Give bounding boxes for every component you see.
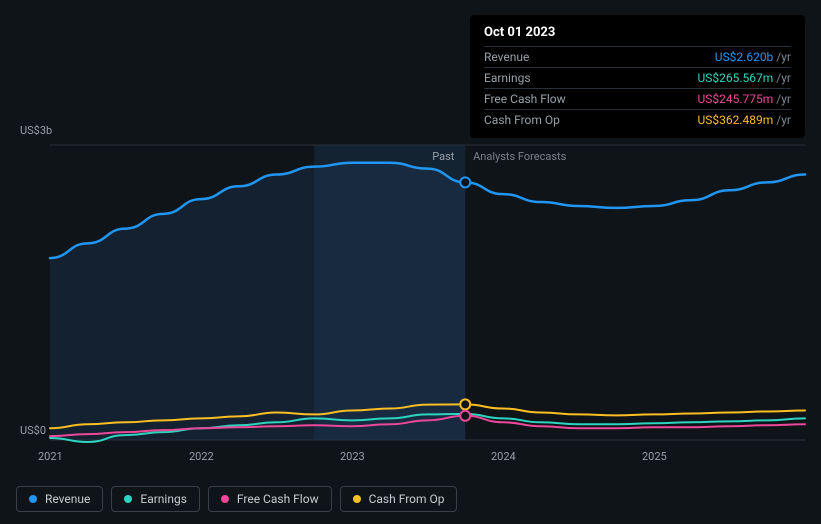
tooltip-row-value: US$362.489m/yr bbox=[697, 113, 791, 127]
past-label: Past bbox=[432, 150, 454, 163]
legend: Revenue Earnings Free Cash Flow Cash From O… bbox=[16, 486, 457, 512]
legend-label: Cash From Op bbox=[369, 492, 445, 506]
legend-label: Free Cash Flow bbox=[237, 492, 319, 506]
x-axis-labels: 20212022202320242025 bbox=[50, 450, 805, 470]
tooltip-row: Free Cash Flow US$245.775m/yr bbox=[484, 88, 791, 109]
y-tick-label: US$3b bbox=[20, 124, 52, 137]
x-tick-label: 2023 bbox=[340, 450, 365, 463]
legend-item[interactable]: Cash From Op bbox=[340, 486, 458, 512]
legend-item[interactable]: Revenue bbox=[16, 486, 103, 512]
x-tick-label: 2024 bbox=[491, 450, 516, 463]
legend-label: Revenue bbox=[45, 492, 90, 506]
y-tick-label: US$0 bbox=[20, 424, 46, 437]
legend-dot-icon bbox=[29, 495, 37, 503]
legend-item[interactable]: Earnings bbox=[111, 486, 200, 512]
past-forecast-divider: Past Analysts Forecasts bbox=[432, 150, 566, 163]
tooltip-row: Cash From Op US$362.489m/yr bbox=[484, 109, 791, 130]
tooltip-row-value: US$245.775m/yr bbox=[697, 92, 791, 106]
legend-dot-icon bbox=[353, 495, 361, 503]
x-tick-label: 2022 bbox=[189, 450, 214, 463]
tooltip-title: Oct 01 2023 bbox=[484, 25, 791, 40]
tooltip: Oct 01 2023 Revenue US$2.620b/yr Earnings U… bbox=[470, 15, 805, 138]
tooltip-rows: Revenue US$2.620b/yr Earnings US$265.567m/y… bbox=[484, 46, 791, 130]
tooltip-row-label: Revenue bbox=[484, 50, 529, 64]
tooltip-row-value: US$265.567m/yr bbox=[697, 71, 791, 85]
forecast-label: Analysts Forecasts bbox=[473, 150, 566, 163]
x-tick-label: 2021 bbox=[38, 450, 63, 463]
tooltip-row-label: Free Cash Flow bbox=[484, 92, 566, 106]
tooltip-row-label: Cash From Op bbox=[484, 113, 560, 127]
legend-dot-icon bbox=[124, 495, 132, 503]
legend-dot-icon bbox=[221, 495, 229, 503]
legend-item[interactable]: Free Cash Flow bbox=[208, 486, 332, 512]
x-tick-label: 2025 bbox=[642, 450, 667, 463]
tooltip-row: Earnings US$265.567m/yr bbox=[484, 67, 791, 88]
tooltip-row-value: US$2.620b/yr bbox=[715, 50, 791, 64]
tooltip-row: Revenue US$2.620b/yr bbox=[484, 46, 791, 67]
tooltip-row-label: Earnings bbox=[484, 71, 531, 85]
legend-label: Earnings bbox=[140, 492, 187, 506]
